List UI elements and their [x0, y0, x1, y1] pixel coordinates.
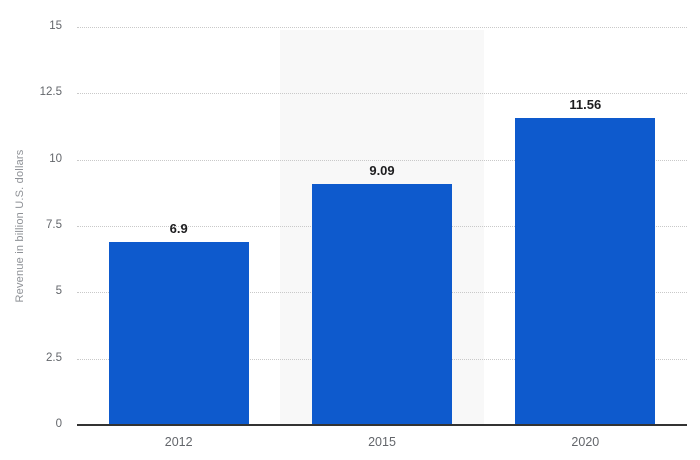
bar[interactable] — [515, 118, 656, 425]
x-tick-label: 2012 — [164, 435, 193, 449]
y-tick-label: 2.5 — [46, 351, 62, 364]
y-tick-label: 5 — [55, 285, 62, 298]
bar[interactable] — [312, 183, 452, 425]
bar[interactable] — [108, 241, 249, 425]
y-tick-label: 15 — [49, 20, 62, 32]
y-tick-label: 7.5 — [46, 219, 62, 231]
x-tick-label: 2015 — [368, 435, 396, 449]
gridline — [77, 159, 687, 161]
bar-value-label: 9.09 — [369, 162, 395, 178]
x-tick-label: 2020 — [571, 435, 600, 449]
gridline — [77, 27, 687, 28]
y-tick-label: 12.5 — [39, 86, 62, 99]
gridline — [77, 93, 687, 95]
y-tick-label: 0 — [55, 418, 62, 430]
bar-value-label: 6.9 — [169, 220, 188, 236]
y-tick-label: 10 — [49, 152, 62, 165]
x-axis-line — [77, 424, 687, 426]
bar-value-label: 11.56 — [569, 97, 602, 113]
